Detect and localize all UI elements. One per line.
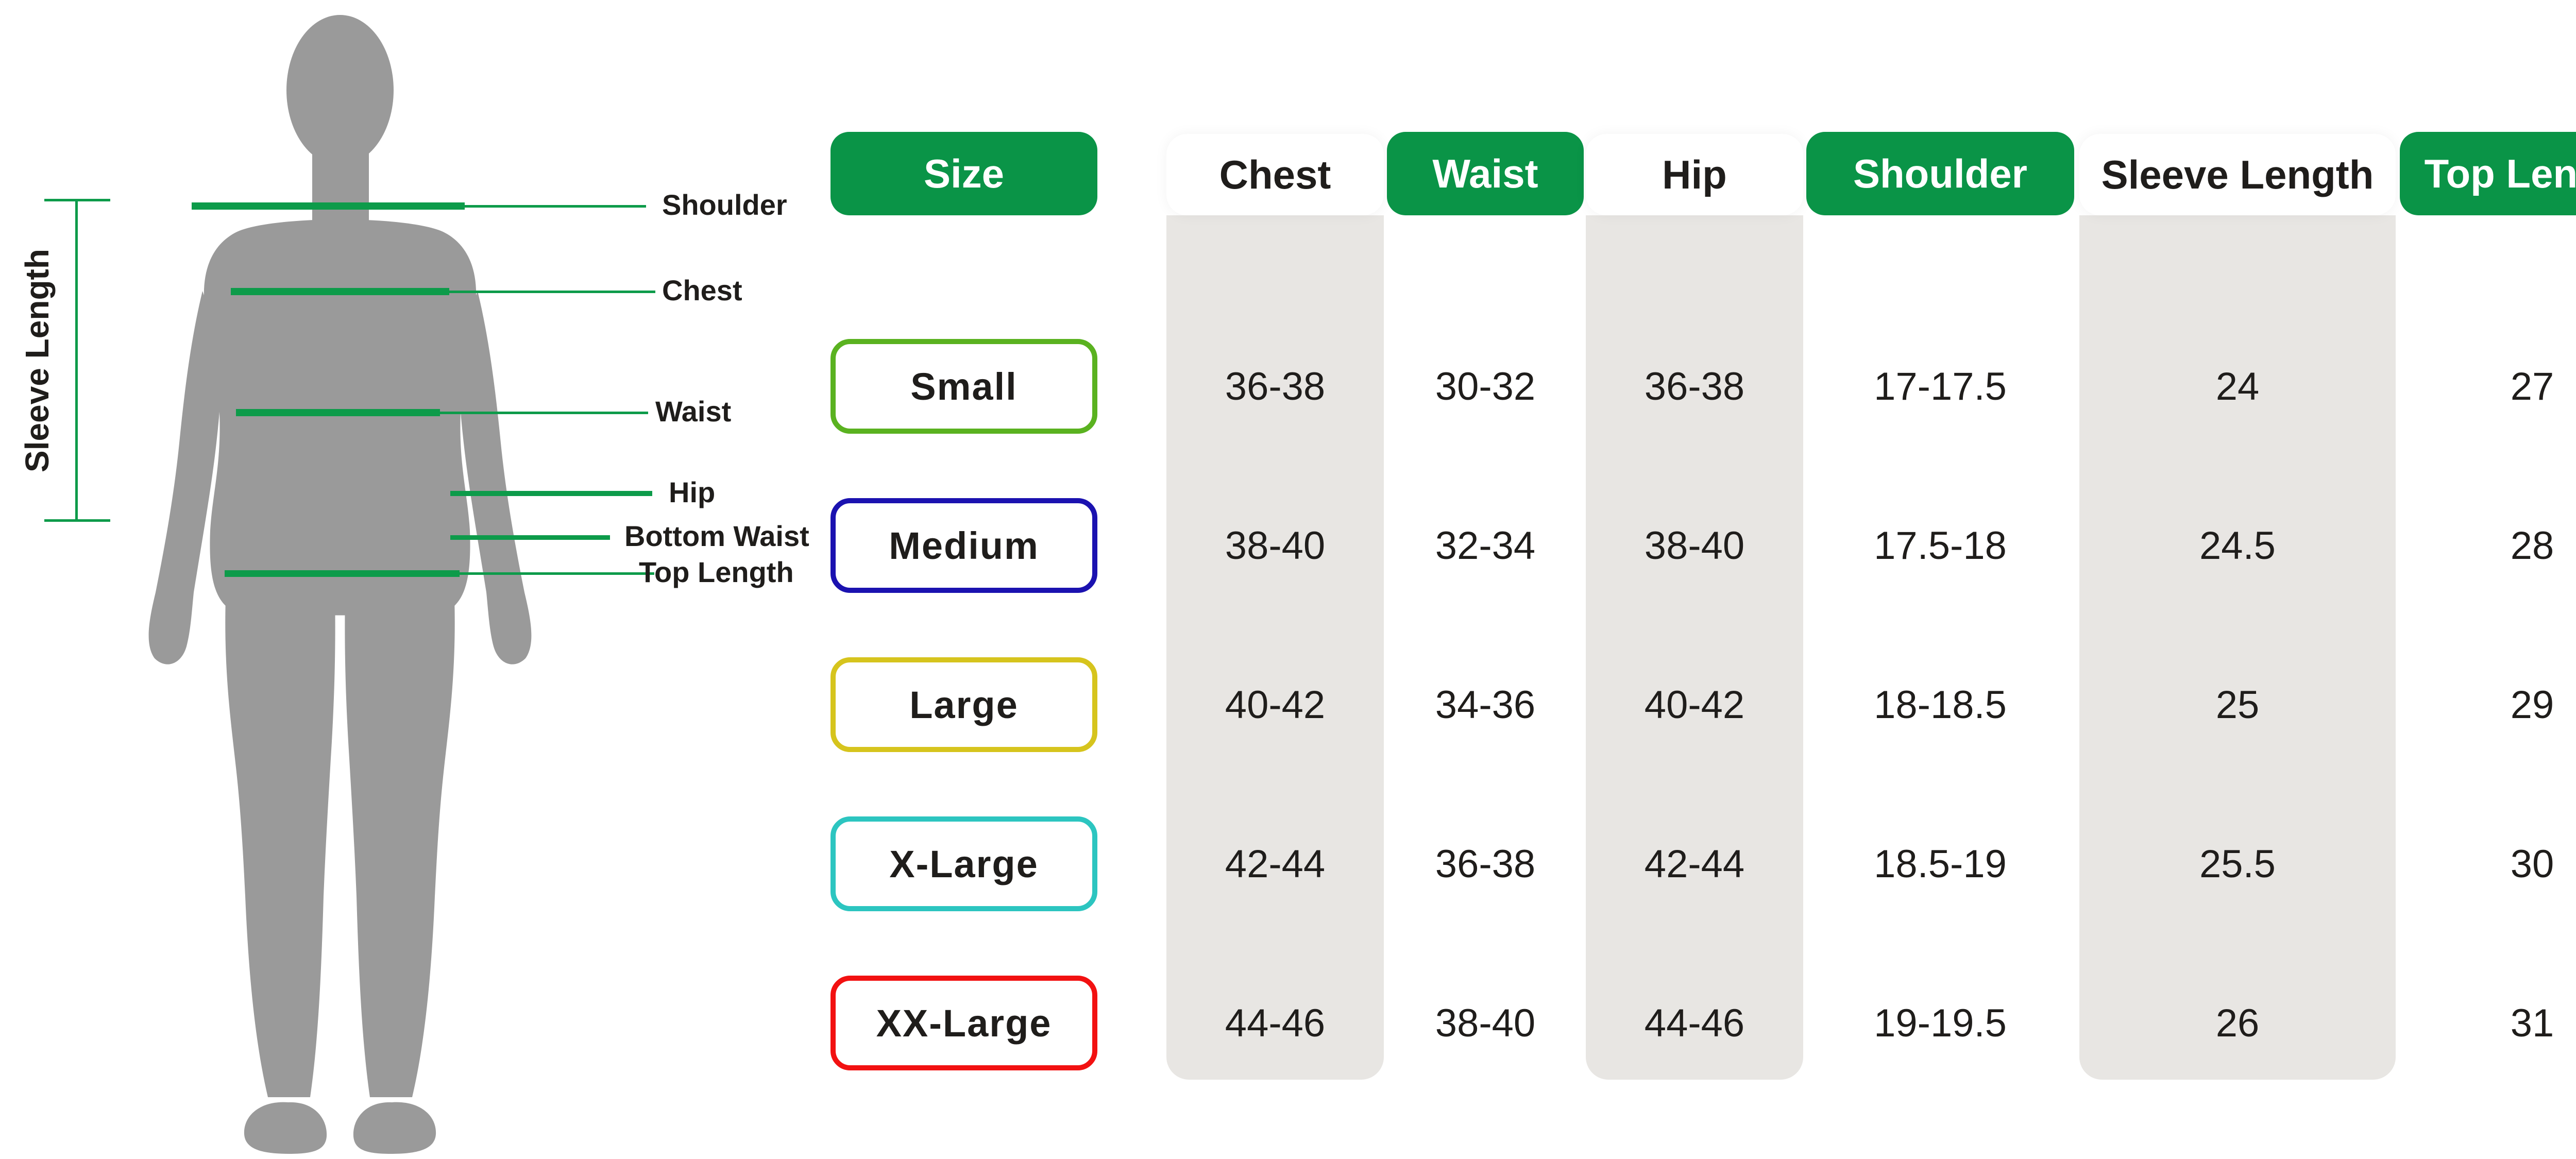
waist-label: Waist [655,395,732,428]
column-header-waist: Waist [1387,132,1584,215]
cell-small-top-length: 27 [2510,364,2554,408]
cell-small-shoulder: 17-17.5 [1874,364,2007,408]
cell-xx-large-hip: 44-46 [1644,1001,1745,1045]
cell-large-top-length: 29 [2510,683,2554,727]
waist-measure-line [236,409,440,416]
waist-leader-line [440,412,648,414]
cell-medium-hip: 38-40 [1644,523,1745,568]
top-length-label: Top Length [639,555,794,588]
chest-measure-line [231,288,449,295]
shoulder-label: Shoulder [662,188,787,221]
cell-small-chest: 36-38 [1225,364,1326,408]
shoulder-leader-line [465,205,646,208]
cell-medium-top-length: 28 [2510,523,2554,568]
cell-xx-large-chest: 44-46 [1225,1001,1326,1045]
cell-medium-shoulder: 17.5-18 [1874,523,2007,568]
shoulder-measure-line [192,202,465,210]
cell-small-waist: 30-32 [1435,364,1536,408]
bottom-waist-label: Bottom Waist [624,519,809,552]
chest-label: Chest [662,274,742,306]
cell-xx-large-sleeve-length: 26 [2215,1001,2260,1045]
hip-label: Hip [669,475,716,508]
column-header-chest: Chest [1166,134,1384,215]
cell-x-large-waist: 36-38 [1435,842,1536,886]
size-button-medium[interactable]: Medium [831,498,1097,593]
cell-large-hip: 40-42 [1644,683,1745,727]
chest-leader-line [449,291,655,293]
column-shade-chest [1166,215,1384,1080]
cell-xx-large-top-length: 31 [2510,1001,2554,1045]
sleeve-length-label: Sleeve Length [19,249,56,472]
cell-small-hip: 36-38 [1644,364,1745,408]
column-header-hip: Hip [1586,134,1803,215]
cell-xx-large-shoulder: 19-19.5 [1874,1001,2007,1045]
cell-x-large-chest: 42-44 [1225,842,1326,886]
sleeve-bracket-bottom-tick [44,519,110,522]
cell-x-large-top-length: 30 [2510,842,2554,886]
cell-xx-large-waist: 38-40 [1435,1001,1536,1045]
cell-large-waist: 34-36 [1435,683,1536,727]
top-length-leader-line [460,572,654,575]
cell-small-sleeve-length: 24 [2215,364,2260,408]
column-header-shoulder: Shoulder [1806,132,2074,215]
sleeve-bracket-top-tick [44,199,110,201]
cell-medium-chest: 38-40 [1225,523,1326,568]
cell-x-large-hip: 42-44 [1644,842,1745,886]
cell-large-chest: 40-42 [1225,683,1326,727]
body-silhouette [148,15,532,1154]
bottom-waist-measure-line [450,535,610,540]
size-button-x-large[interactable]: X-Large [831,816,1097,911]
cell-large-sleeve-length: 25 [2215,683,2260,727]
size-button-large[interactable]: Large [831,657,1097,752]
column-shade-hip [1586,215,1803,1080]
cell-medium-sleeve-length: 24.5 [2199,523,2276,568]
column-header-sleeve-length: Sleeve Length [2079,134,2396,215]
cell-x-large-shoulder: 18.5-19 [1874,842,2007,886]
sleeve-bracket-line [75,200,78,521]
top-length-measure-line [225,570,460,577]
cell-medium-waist: 32-34 [1435,523,1536,568]
column-header-top-length: Top Length [2400,132,2576,215]
hip-measure-line [450,491,652,496]
cell-x-large-sleeve-length: 25.5 [2199,842,2276,886]
column-shade-sleeve-length [2079,215,2396,1080]
column-header-size: Size [831,132,1097,215]
size-button-small[interactable]: Small [831,339,1097,434]
cell-large-shoulder: 18-18.5 [1874,683,2007,727]
size-button-xx-large[interactable]: XX-Large [831,976,1097,1070]
